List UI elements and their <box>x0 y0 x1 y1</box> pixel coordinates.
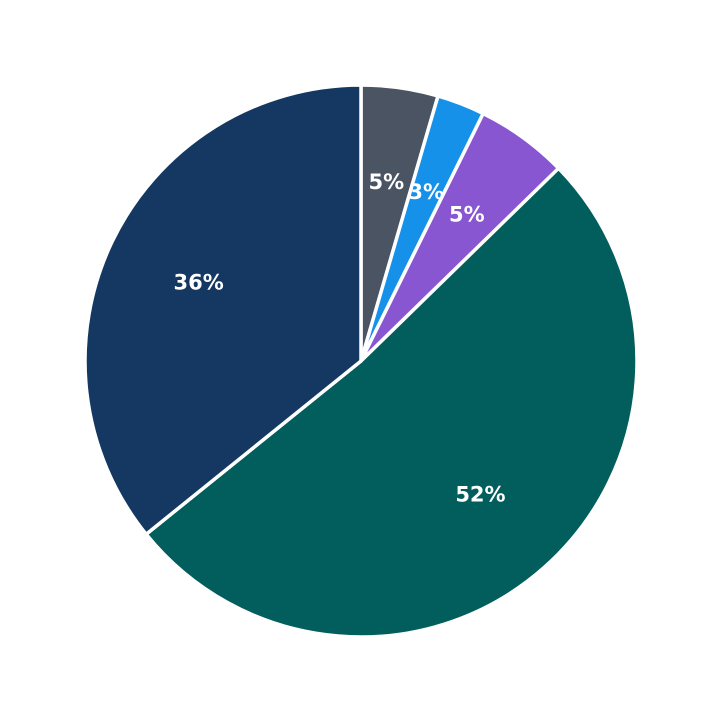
slice-label: 5% <box>369 170 405 194</box>
pie-slice <box>144 166 639 639</box>
slice-label: 5% <box>449 202 485 226</box>
pie-slice <box>83 83 363 536</box>
slice-label: 3% <box>408 180 444 204</box>
slice-label: 52% <box>455 483 505 507</box>
slice-label: 36% <box>173 270 223 294</box>
